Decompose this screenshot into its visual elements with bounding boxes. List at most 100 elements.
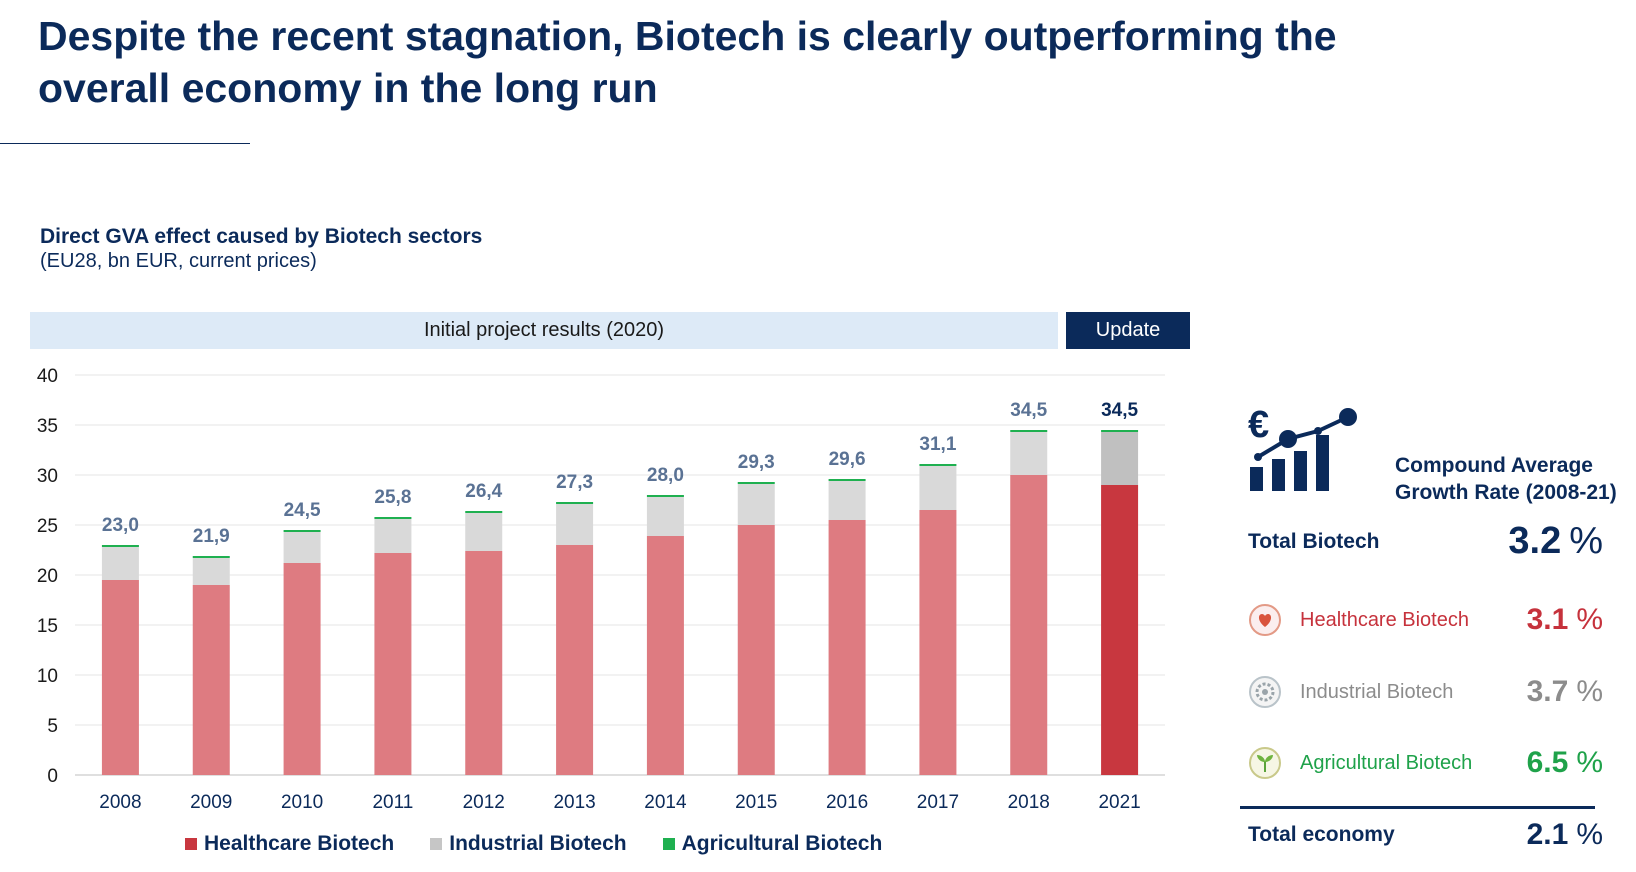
cagr-row-total-economy: Total economy 2.1 %: [1248, 818, 1603, 852]
y-tick-label: 35: [37, 416, 58, 437]
x-tick-label: 2012: [463, 792, 505, 813]
gear-icon: [1249, 676, 1281, 708]
bar-agricultural: [646, 495, 684, 497]
cagr-title-line2: Growth Rate (2008-21): [1395, 481, 1617, 504]
bar-industrial: [101, 547, 139, 580]
bar-industrial: [374, 519, 412, 553]
bar-industrial: [556, 504, 594, 545]
bar-industrial: [919, 466, 957, 510]
legend-healthcare-swatch: [185, 838, 197, 850]
bar-industrial: [283, 532, 321, 563]
total-data-label: 29,6: [829, 449, 866, 470]
bar-healthcare: [101, 580, 139, 775]
y-tick-label: 0: [47, 766, 58, 787]
healthcare-label: Healthcare Biotech: [1300, 608, 1469, 631]
x-tick-label: 2016: [826, 792, 868, 813]
bar-agricultural: [192, 556, 230, 558]
total-data-label: 34,5: [1010, 400, 1047, 421]
bar-industrial: [192, 558, 230, 585]
sprout-icon: [1249, 747, 1281, 779]
gva-bar-chart: 0 5 10 15 20 25 30 35 40 23,0 2008 21,9 2009 24,5 2010…: [37, 366, 1165, 813]
industrial-label: Industrial Biotech: [1300, 680, 1454, 703]
total-economy-value: 2.1: [1526, 818, 1569, 851]
total-data-label: 27,3: [556, 472, 593, 493]
industrial-value: 3.7: [1526, 675, 1569, 708]
bar-healthcare: [192, 585, 230, 775]
x-tick-label: 2018: [1008, 792, 1050, 813]
title-divider: [0, 143, 250, 144]
bar-industrial: [737, 484, 775, 525]
bar-healthcare: [919, 510, 957, 775]
x-tick-label: 2011: [372, 792, 413, 813]
legend-healthcare: Healthcare Biotech: [185, 832, 394, 856]
growth-chart-icon: €: [1248, 405, 1357, 491]
chart-title: Direct GVA effect caused by Biotech sect…: [40, 225, 483, 248]
y-tick-label: 10: [37, 666, 58, 687]
y-tick-label: 5: [47, 716, 58, 737]
bar-agricultural: [737, 482, 775, 484]
page-title: Despite the recent stagnation, Biotech i…: [38, 13, 1337, 111]
total-biotech-unit: %: [1569, 520, 1603, 562]
y-tick-label: 30: [37, 466, 58, 487]
bar-industrial: [646, 497, 684, 536]
legend-industrial-label: Industrial Biotech: [449, 832, 627, 855]
heart-hands-icon: [1249, 604, 1281, 636]
bar-healthcare: [556, 545, 594, 775]
bar-agricultural: [101, 545, 139, 547]
y-tick-label: 40: [37, 366, 58, 387]
total-economy-unit: %: [1576, 818, 1603, 851]
total-economy-label: Total economy: [1248, 823, 1395, 846]
cagr-row-healthcare: Healthcare Biotech 3.1 %: [1248, 603, 1603, 637]
x-tick-label: 2015: [735, 792, 777, 813]
bar-healthcare: [1010, 475, 1048, 775]
cagr-title: Compound Average Growth Rate (2008-21): [1395, 452, 1617, 506]
x-tick-label: 2008: [99, 792, 141, 813]
bar-agricultural: [1101, 430, 1139, 432]
agricultural-unit: %: [1576, 746, 1603, 779]
bar-industrial: [1101, 432, 1139, 485]
legend-healthcare-label: Healthcare Biotech: [204, 832, 395, 855]
x-tick-label: 2014: [644, 792, 687, 813]
agricultural-label: Agricultural Biotech: [1300, 751, 1473, 774]
bar-agricultural: [556, 502, 594, 504]
x-tick-label: 2009: [190, 792, 232, 813]
legend-agricultural: Agricultural Biotech: [662, 832, 883, 856]
chart-subtitle: (EU28, bn EUR, current prices): [40, 250, 317, 272]
legend-agricultural-label: Agricultural Biotech: [681, 832, 883, 855]
total-data-label: 25,8: [374, 487, 411, 508]
x-tick-label: 2010: [281, 792, 323, 813]
x-tick-label: 2017: [917, 792, 959, 813]
bar-agricultural: [919, 464, 957, 466]
total-data-label: 28,0: [647, 465, 684, 486]
bar-industrial: [465, 513, 503, 551]
x-tick-label: 2013: [553, 792, 595, 813]
cagr-row-agricultural: Agricultural Biotech 6.5 %: [1248, 746, 1603, 780]
legend-agricultural-swatch: [662, 838, 675, 850]
bar-healthcare: [283, 563, 321, 775]
healthcare-unit: %: [1576, 603, 1603, 636]
cagr-row-industrial: Industrial Biotech 3.7 %: [1248, 675, 1603, 709]
bar-agricultural: [374, 517, 412, 519]
legend-industrial-swatch: [430, 838, 443, 850]
x-tick-label: 2021: [1098, 792, 1140, 813]
total-data-label: 23,0: [102, 515, 139, 536]
bar-industrial: [828, 481, 866, 520]
cagr-title-line1: Compound Average: [1395, 454, 1593, 477]
total-data-label: 31,1: [919, 434, 956, 455]
total-data-label: 21,9: [193, 526, 230, 547]
initial-results-band: Initial project results (2020): [30, 312, 1058, 349]
chart-legend: Healthcare Biotech Industrial Biotech Ag…: [185, 832, 882, 856]
industrial-unit: %: [1576, 675, 1603, 708]
y-tick-label: 20: [37, 566, 58, 587]
bar-agricultural: [283, 530, 321, 532]
panel-divider: [1240, 806, 1595, 809]
healthcare-value: 3.1: [1526, 603, 1569, 636]
total-data-label: 24,5: [284, 500, 321, 521]
cagr-row-total-biotech: Total Biotech 3.2 %: [1248, 520, 1603, 563]
bar-healthcare: [828, 520, 866, 775]
bar-agricultural: [828, 479, 866, 481]
agricultural-value: 6.5: [1526, 746, 1569, 779]
bar-healthcare: [646, 536, 684, 775]
bar-healthcare: [374, 553, 412, 775]
total-biotech-value: 3.2: [1508, 520, 1562, 562]
